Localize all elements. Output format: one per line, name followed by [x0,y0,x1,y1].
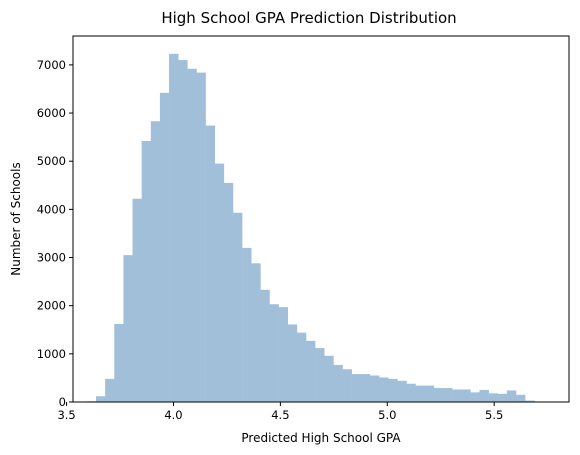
histogram-bar [141,140,152,403]
x-tick-label: 3.5 [57,408,75,422]
histogram-bar [360,374,371,402]
histogram-bar [105,378,115,402]
histogram-bar [424,385,435,402]
histogram-bar [397,380,407,402]
histogram-bar [351,374,362,402]
x-tick-label: 4.5 [271,408,289,422]
histogram-bar [525,400,535,402]
y-axis-label: Number of Schools [9,162,23,276]
histogram-bar [214,163,225,402]
histogram-bar [178,60,188,402]
y-tick-label: 5000 [37,154,66,168]
histogram-bar [461,389,471,402]
histogram-bar [269,304,279,402]
histogram-bar [242,247,252,402]
y-tick-label: 3000 [37,251,66,265]
histogram-bar [123,255,133,402]
histogram-bar [379,377,389,402]
histogram-bar [187,68,197,402]
y-tick-label: 2000 [37,299,66,313]
y-axis-ticks: 0 1000 2000 3000 4000 5000 6000 7000 [37,58,73,409]
histogram-bar [333,364,343,402]
histogram-bar [132,198,142,402]
histogram-bar [205,125,215,402]
bars-group [86,53,535,403]
histogram-bar [442,388,453,402]
x-axis-label: Predicted High School GPA [241,431,401,445]
y-tick-label: 0 [59,395,66,409]
histogram-bar [251,263,261,402]
histogram-bar [388,378,398,402]
histogram-bar [223,182,234,402]
histogram-bar [169,53,179,402]
histogram-bar [196,72,206,402]
histogram-bar [287,324,298,402]
histogram-bar [415,385,425,402]
histogram-bar [278,307,289,402]
histogram-bar [470,392,480,402]
histogram-bar [497,393,508,402]
histogram-bar [296,332,307,402]
y-tick-label: 1000 [37,347,66,361]
histogram-bar [114,323,124,402]
histogram-bar [150,121,161,403]
histogram-bar [96,396,106,402]
histogram-bar [452,389,462,402]
plot-frame [72,35,570,403]
histogram-bar [305,340,316,402]
histogram-bar [232,212,243,402]
y-tick-label: 6000 [37,106,66,120]
y-tick-label: 4000 [37,202,66,216]
histogram-bar [159,92,170,402]
histogram-bar [315,348,325,402]
histogram-bar [488,393,498,402]
histogram-bar [260,289,270,402]
histogram-bar [406,383,416,402]
histogram-bar [506,390,517,402]
histogram-bar [369,375,380,402]
x-tick-label: 4.0 [164,408,182,422]
histogram-bar [342,369,352,402]
histogram-bar [479,389,489,402]
x-axis-ticks: 3.5 4.0 4.5 5.0 5.5 [57,402,503,422]
histogram-bar [515,394,526,402]
x-tick-label: 5.5 [485,408,503,422]
y-tick-label: 7000 [37,58,66,72]
x-tick-label: 5.0 [378,408,396,422]
histogram-bar [433,388,444,402]
histogram-bar [324,355,334,402]
chart-title: High School GPA Prediction Distribution [161,9,456,27]
